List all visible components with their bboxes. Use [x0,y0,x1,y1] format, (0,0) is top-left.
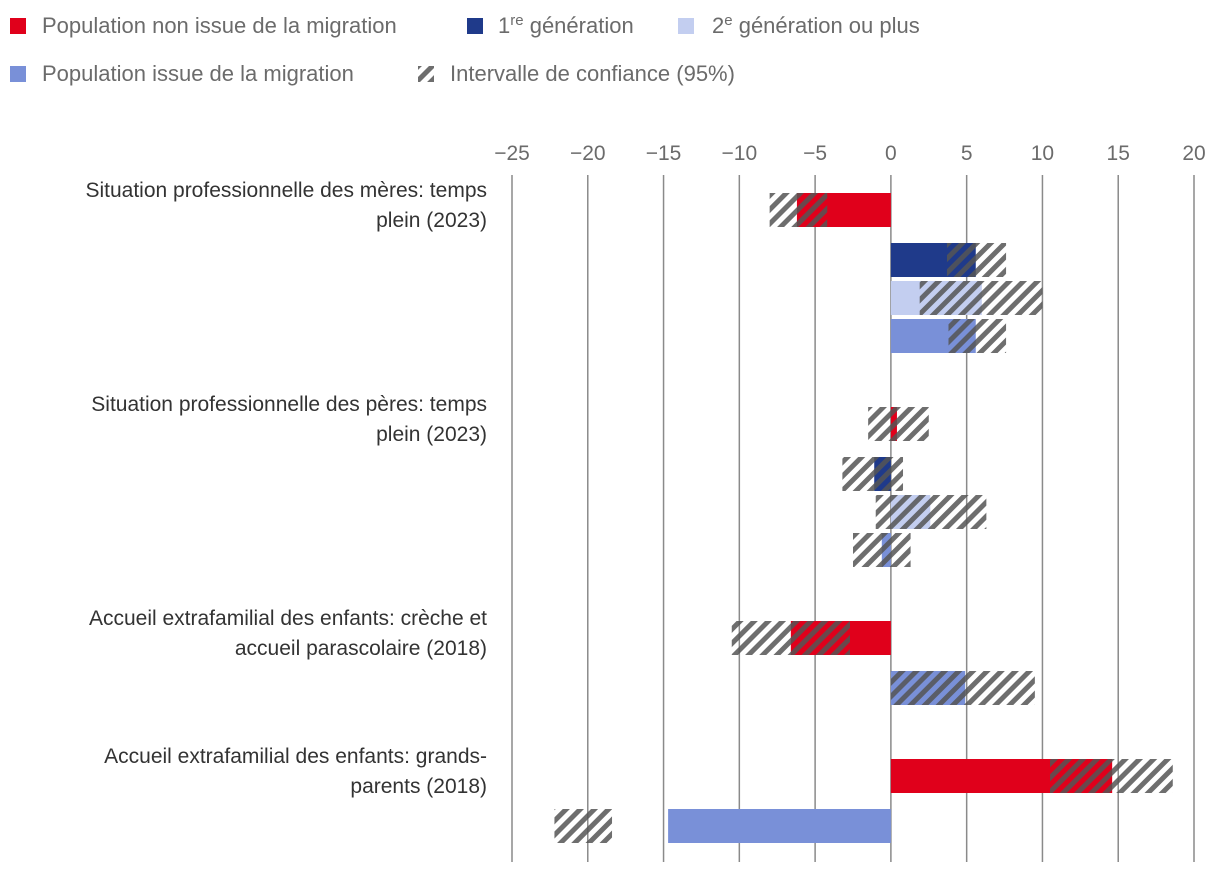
legend-label-migration: Population issue de la migration [42,61,354,86]
category-label: Situation professionnelle des pères: tem… [91,393,487,416]
legend-swatch-first-generation [467,18,483,34]
confidence-interval-non-migration [868,407,929,441]
legend-label-confidence-interval: Intervalle de confiance (95%) [450,61,735,86]
bars [554,193,1173,843]
confidence-interval-non-migration [769,193,828,227]
x-tick-label: −5 [803,142,827,165]
legend-item-confidence-interval[interactable]: Intervalle de confiance (95%) [418,61,735,86]
legend-swatch-non-migration [10,18,26,34]
x-tick-label: 0 [885,142,897,165]
confidence-interval-migration [853,533,911,567]
legend-label-second-generation: 2e génération ou plus [712,12,920,38]
confidence-interval-migration [890,671,1035,705]
x-tick-label: −10 [722,142,758,165]
confidence-interval-first-generation [946,243,1007,277]
category-label: plein (2023) [376,423,487,446]
category-label: accueil parascolaire (2018) [235,637,487,660]
category-label: Situation professionnelle des mères: tem… [85,179,487,202]
confidence-interval-migration [948,319,1007,353]
category-label: Accueil extrafamilial des enfants: crèch… [89,607,487,630]
x-tick-label: −15 [646,142,682,165]
category-label: plein (2023) [376,209,487,232]
legend-item-first-generation[interactable]: 1re génération [467,12,634,38]
confidence-interval-migration [554,809,613,843]
bar-migration [668,809,891,843]
legend-label-non-migration: Population non issue de la migration [42,13,397,38]
legend-swatch-confidence-interval [418,66,434,82]
gridlines [511,175,1195,862]
confidence-interval-non-migration [1050,759,1173,793]
legend: Population non issue de la migration 1re… [10,12,920,86]
confidence-interval-second-generation [919,281,1043,315]
category-label: Accueil extrafamilial des enfants: grand… [104,745,487,768]
legend-item-second-generation[interactable]: 2e génération ou plus [678,12,920,38]
legend-item-migration[interactable]: Population issue de la migration [10,61,354,86]
legend-swatch-second-generation [678,18,694,34]
confidence-interval-first-generation [842,457,904,491]
category-label: parents (2018) [350,775,487,798]
x-axis-tick-labels: −25 −20 −15 −10 −5 0 5 10 15 20 [494,142,1205,165]
legend-item-non-migration[interactable]: Population non issue de la migration [10,13,397,38]
confidence-interval-second-generation [875,495,987,529]
legend-swatch-migration [10,66,26,82]
x-tick-label: 5 [961,142,973,165]
x-tick-label: 10 [1031,142,1054,165]
category-labels: Situation professionnelle des mères: tem… [85,179,487,798]
x-tick-label: 15 [1107,142,1130,165]
confidence-interval-non-migration [731,621,850,655]
x-tick-label: 20 [1182,142,1205,165]
x-tick-label: −20 [570,142,606,165]
x-tick-label: −25 [494,142,530,165]
legend-label-first-generation: 1re génération [498,12,634,38]
